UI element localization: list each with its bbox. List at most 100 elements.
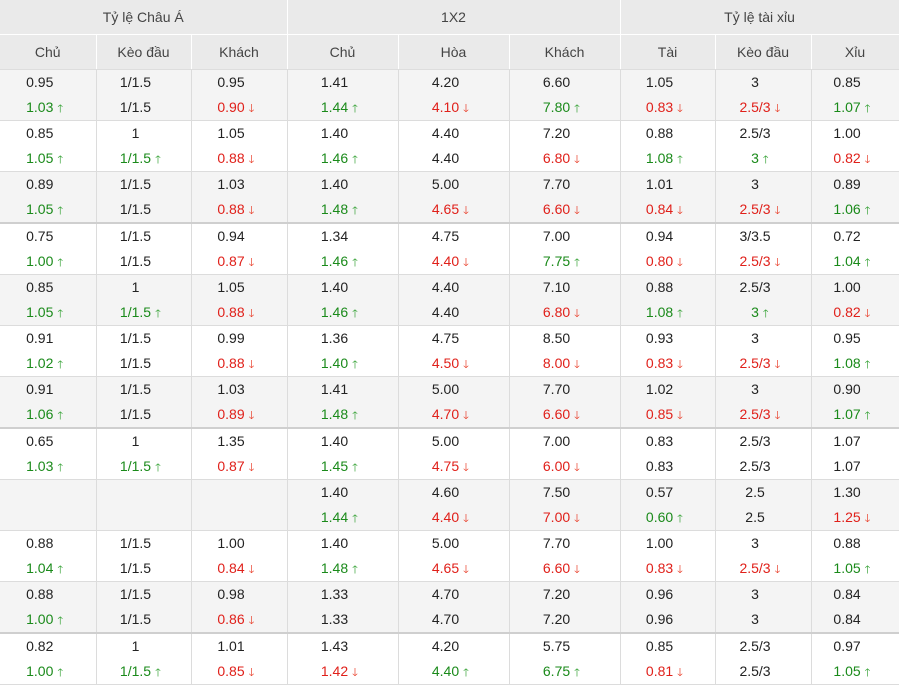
odds-cell: 1.36·1.40🡑 bbox=[287, 325, 399, 377]
live-odds: 0.87 🡓 bbox=[192, 454, 287, 479]
live-value: 6.80 bbox=[542, 150, 571, 166]
live-odds: 7.80 🡑 bbox=[510, 95, 620, 120]
live-odds: 6.00 🡓 bbox=[510, 454, 620, 479]
odds-cell: 3·2.5/3🡓 bbox=[715, 530, 812, 582]
opening-odds: 1.40· bbox=[288, 275, 398, 300]
arrow-up-icon: 🡑 bbox=[574, 667, 580, 679]
live-value: 1.48 bbox=[320, 560, 349, 576]
odds-cell: 0.95·0.90🡓 bbox=[191, 69, 288, 121]
live-value: 1.00 bbox=[26, 663, 54, 679]
arrow-up-icon: 🡑 bbox=[57, 564, 64, 576]
live-value: 1.07 bbox=[833, 458, 861, 474]
arrow-down-icon: 🡓 bbox=[463, 410, 469, 422]
opening-value: 1.00 bbox=[833, 279, 861, 295]
odds-cell: 1.43·1.42🡓 bbox=[287, 632, 399, 685]
arrow-up-icon: 🡑 bbox=[57, 205, 64, 217]
odds-cell: 4.75·4.40🡓 bbox=[398, 222, 510, 275]
live-value: 4.40 bbox=[431, 253, 460, 269]
live-odds: 2.5 bbox=[716, 505, 811, 530]
odds-cell: 1/1.5·1/1.5 bbox=[96, 530, 192, 582]
live-odds: 1/1.5 bbox=[97, 249, 191, 274]
opening-value: 0.95 bbox=[833, 330, 861, 346]
opening-odds: 7.70· bbox=[510, 531, 620, 556]
opening-value: 6.60 bbox=[542, 74, 571, 90]
odds-cell: 3·2.5/3🡓 bbox=[715, 376, 812, 429]
live-value: 1.06 bbox=[26, 406, 54, 422]
odds-cell: 7.10·6.80🡓 bbox=[509, 274, 621, 326]
arrow-up-icon: 🡑 bbox=[352, 205, 358, 217]
live-odds: 6.75 🡑 bbox=[510, 659, 620, 684]
live-odds: 1.03 🡑 bbox=[0, 95, 96, 120]
opening-odds: 0.97· bbox=[812, 634, 899, 659]
odds-cell: 0.65·1.03🡑 bbox=[0, 427, 97, 480]
odds-cell: 1/1.5·1/1.5 bbox=[96, 581, 192, 634]
opening-odds: 0.98· bbox=[192, 582, 287, 607]
opening-value: 0.89 bbox=[833, 176, 861, 192]
live-value: 0.83 bbox=[645, 560, 674, 576]
odds-cell: 0.85·1.05🡑 bbox=[0, 274, 97, 326]
arrow-down-icon: 🡓 bbox=[248, 462, 255, 474]
opening-value: 1.03 bbox=[217, 381, 245, 397]
live-odds: 1.40 🡑 bbox=[288, 351, 398, 376]
arrow-down-icon: 🡓 bbox=[352, 667, 358, 679]
odds-cell: 4.75·4.50🡓 bbox=[398, 325, 510, 377]
odds-cell: 3·2.5/3🡓 bbox=[715, 69, 812, 121]
opening-odds: 4.20· bbox=[399, 634, 509, 659]
col-header-line: Kèo đầu bbox=[715, 34, 812, 70]
opening-odds: 0.99· bbox=[192, 326, 287, 351]
live-value: 0.83 bbox=[645, 99, 674, 115]
odds-cell: 0.94·0.80🡓 bbox=[620, 222, 716, 275]
live-odds: 0.84 🡓 bbox=[621, 197, 715, 222]
live-value: 1/1.5 bbox=[119, 99, 152, 115]
opening-odds: 7.70· bbox=[510, 377, 620, 402]
odds-cell: 0.95·1.03🡑 bbox=[0, 69, 97, 121]
opening-odds: 1.05· bbox=[192, 275, 287, 300]
live-odds: 1.48 🡑 bbox=[288, 556, 398, 581]
odds-cell: 1.00·0.82🡓 bbox=[811, 274, 899, 326]
odds-cell: 1·1/1.5🡑 bbox=[96, 120, 192, 172]
live-odds: 3 🡑 bbox=[716, 146, 811, 171]
live-odds bbox=[97, 505, 191, 530]
live-value: 0.83 bbox=[645, 458, 674, 474]
opening-odds: 0.93· bbox=[621, 326, 715, 351]
opening-value: 7.50 bbox=[542, 484, 571, 500]
opening-value: 1.43 bbox=[320, 638, 349, 654]
table-row: 0.65·1.03🡑1·1/1.5🡑1.35·0.87🡓1.40·1.45🡑5.… bbox=[0, 427, 899, 480]
odds-cell: 1.40·1.46🡑 bbox=[287, 274, 399, 326]
arrow-up-icon: 🡑 bbox=[57, 462, 64, 474]
live-value: 2.5/3 bbox=[739, 253, 771, 269]
odds-cell: 0.57·0.60🡑 bbox=[620, 479, 716, 531]
live-odds: 0.85 🡓 bbox=[192, 659, 287, 684]
arrow-up-icon: 🡑 bbox=[762, 308, 769, 320]
odds-cell: 6.60·7.80🡑 bbox=[509, 69, 621, 121]
live-value: 2.5/3 bbox=[739, 458, 771, 474]
opening-odds: 1· bbox=[97, 121, 191, 146]
live-odds: 1.08 🡑 bbox=[621, 146, 715, 171]
odds-cell: 7.70·6.60🡓 bbox=[509, 171, 621, 224]
live-value: 6.75 bbox=[542, 663, 571, 679]
opening-value: 1/1.5 bbox=[119, 176, 152, 192]
odds-cell: 5.00·4.75🡓 bbox=[398, 427, 510, 480]
opening-value: 1.00 bbox=[217, 535, 245, 551]
live-odds: 4.10 🡓 bbox=[399, 95, 509, 120]
arrow-up-icon: 🡑 bbox=[57, 667, 64, 679]
odds-cell: 0.99·0.88🡓 bbox=[191, 325, 288, 377]
live-value: 1.00 bbox=[26, 611, 54, 627]
live-value: 0.86 bbox=[217, 611, 245, 627]
opening-value: 1.02 bbox=[645, 381, 674, 397]
live-odds: 0.83 bbox=[621, 454, 715, 479]
arrow-down-icon: 🡓 bbox=[248, 205, 255, 217]
opening-value: 1/1.5 bbox=[119, 381, 152, 397]
live-odds: 1/1.5 bbox=[97, 95, 191, 120]
arrow-up-icon: 🡑 bbox=[155, 462, 161, 474]
live-value: 7.00 bbox=[542, 509, 571, 525]
opening-value: 3 bbox=[751, 330, 759, 346]
opening-value: 2.5/3 bbox=[739, 433, 771, 449]
live-value: 1.05 bbox=[26, 201, 54, 217]
table-row: 0.82·1.00🡑1·1/1.5🡑1.01·0.85🡓1.43·1.42🡓4.… bbox=[0, 632, 899, 685]
live-odds: 2.5/3 bbox=[716, 659, 811, 684]
opening-odds: 0.65· bbox=[0, 429, 96, 454]
live-odds: 1.07 🡑 bbox=[812, 95, 899, 120]
opening-odds: 1.01· bbox=[192, 634, 287, 659]
arrow-down-icon: 🡓 bbox=[677, 359, 683, 371]
